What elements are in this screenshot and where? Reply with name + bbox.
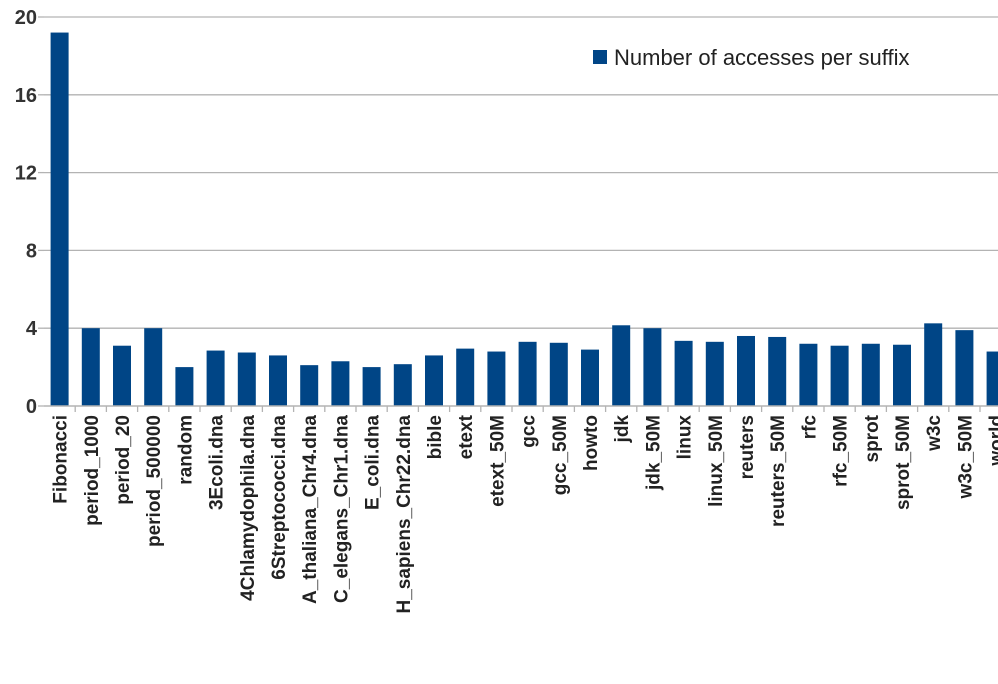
bar bbox=[144, 328, 163, 406]
bar bbox=[81, 328, 100, 406]
bar bbox=[799, 343, 818, 406]
bar bbox=[955, 330, 974, 406]
bar bbox=[237, 352, 256, 406]
x-tick-label: period_20 bbox=[113, 415, 134, 505]
x-tick-label: H_sapiens_Chr22.dna bbox=[394, 415, 415, 614]
bar bbox=[549, 342, 568, 406]
bar bbox=[737, 335, 755, 406]
bar bbox=[456, 348, 475, 406]
legend-swatch bbox=[593, 50, 607, 64]
bar bbox=[674, 340, 693, 406]
x-tick-label: gcc_50M bbox=[550, 415, 571, 495]
bar bbox=[581, 349, 599, 406]
x-tick-label: jdk bbox=[612, 415, 633, 444]
bar bbox=[206, 350, 225, 406]
bar bbox=[705, 341, 724, 406]
bar bbox=[362, 367, 381, 406]
x-tick-label: period_500000 bbox=[144, 415, 165, 547]
bar bbox=[924, 323, 943, 406]
bar bbox=[393, 364, 412, 406]
bar bbox=[175, 367, 194, 406]
x-axis-labels: Fibonacci period_1000 period_20 period_5000… bbox=[51, 406, 998, 614]
legend-label: Number of accesses per suffix bbox=[614, 45, 910, 70]
y-tick-label: 0 bbox=[26, 396, 37, 418]
y-axis-ticks: 0 4 8 12 16 20 bbox=[15, 7, 38, 418]
bar bbox=[269, 355, 287, 406]
bar bbox=[113, 345, 131, 406]
x-tick-label: Fibonacci bbox=[51, 415, 72, 504]
x-tick-label: rfc_50M bbox=[831, 415, 852, 487]
bar bbox=[487, 351, 506, 406]
x-tick-label: rfc bbox=[799, 415, 820, 440]
x-tick-label: jdk_50M bbox=[643, 415, 664, 491]
x-tick-label: world bbox=[987, 415, 998, 467]
x-tick-label: gcc bbox=[519, 415, 540, 448]
bar bbox=[768, 336, 787, 406]
x-tick-label: A_thaliana_Chr4.dna bbox=[300, 415, 321, 604]
bar bbox=[893, 344, 911, 406]
x-tick-label: howto bbox=[581, 415, 602, 471]
x-tick-label: reuters_50M bbox=[768, 415, 789, 527]
bar bbox=[612, 325, 631, 406]
y-tick-label: 8 bbox=[26, 240, 37, 262]
x-tick-label: sprot bbox=[862, 414, 883, 462]
x-tick-label: linux_50M bbox=[706, 415, 727, 507]
y-tick-label: 20 bbox=[15, 7, 37, 29]
y-tick-label: 4 bbox=[26, 318, 38, 340]
bar bbox=[830, 345, 849, 406]
bar bbox=[425, 355, 443, 406]
y-tick-label: 12 bbox=[15, 163, 37, 185]
bar bbox=[861, 343, 880, 406]
x-tick-label: w3c_50M bbox=[955, 415, 976, 499]
x-tick-label: sprot_50M bbox=[893, 415, 914, 510]
x-tick-label: etext bbox=[456, 414, 477, 459]
legend: Number of accesses per suffix bbox=[593, 45, 910, 70]
x-tick-label: 6Streptococci.dna bbox=[269, 415, 290, 580]
x-tick-label: etext_50M bbox=[487, 415, 508, 507]
bar bbox=[643, 328, 662, 406]
bar bbox=[300, 365, 319, 406]
x-tick-label: 4Chlamydophila.dna bbox=[238, 415, 259, 601]
x-tick-label: period_1000 bbox=[82, 415, 103, 526]
bar bbox=[986, 351, 998, 406]
x-tick-label: reuters bbox=[737, 415, 758, 479]
bars bbox=[50, 32, 998, 407]
grid-lines bbox=[38, 16, 998, 407]
bar bbox=[518, 341, 537, 406]
x-tick-label: linux bbox=[675, 415, 696, 460]
x-tick-label: C_elegans_Chr1.dna bbox=[331, 415, 352, 603]
bar bbox=[50, 32, 69, 407]
x-tick-label: w3c bbox=[924, 415, 945, 452]
x-tick-label: 3Ecoli.dna bbox=[207, 415, 228, 510]
x-tick-label: bible bbox=[425, 415, 446, 459]
x-tick-label: random bbox=[175, 415, 196, 485]
y-tick-label: 16 bbox=[15, 85, 37, 107]
bar bbox=[331, 361, 350, 406]
x-tick-label: E_coli.dna bbox=[363, 415, 384, 510]
